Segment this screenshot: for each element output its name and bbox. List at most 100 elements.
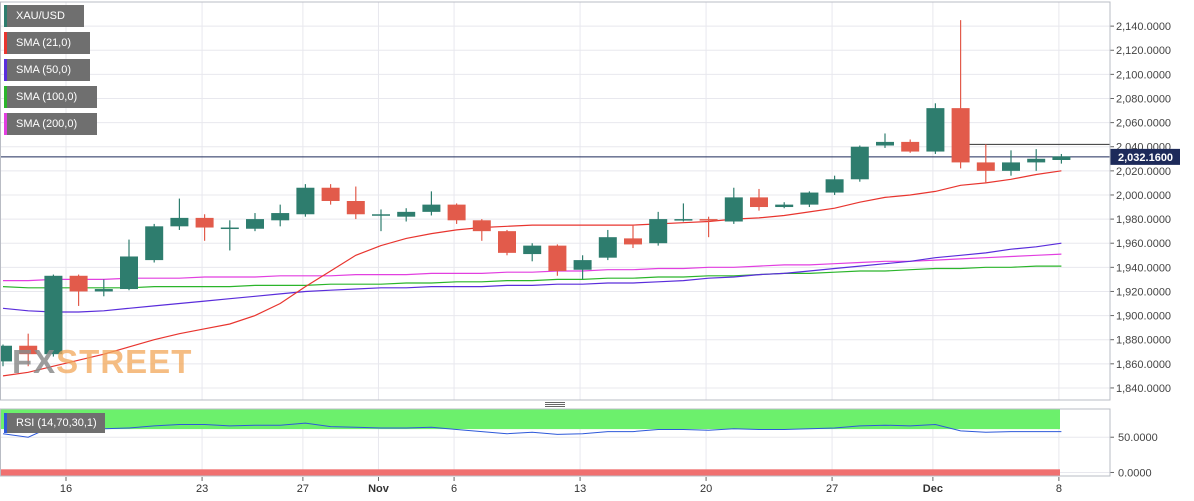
x-tick-label: 13 bbox=[574, 483, 586, 495]
sma-100-line bbox=[2, 265, 1062, 289]
legend-sma-21-label: SMA (21,0) bbox=[16, 37, 72, 49]
candle-body bbox=[573, 260, 592, 270]
candle-body bbox=[699, 219, 718, 221]
candle-body bbox=[523, 245, 542, 255]
candle-body bbox=[951, 108, 970, 163]
y-tick-label: 2,120.0000 bbox=[1116, 45, 1171, 57]
candle-body bbox=[447, 204, 466, 221]
y-tick-label: 1,860.0000 bbox=[1116, 359, 1171, 371]
sma-50-line bbox=[2, 242, 1062, 313]
candle-body bbox=[498, 231, 516, 253]
y-tick-label: 2,020.0000 bbox=[1116, 166, 1171, 178]
sma-21-swatch bbox=[4, 32, 7, 54]
candle-body bbox=[674, 219, 693, 221]
candle-body bbox=[0, 345, 12, 362]
x-tick-label: 23 bbox=[196, 483, 208, 495]
rsi-swatch bbox=[4, 413, 7, 433]
symbol-label: XAU/USD bbox=[16, 10, 65, 22]
candle-body bbox=[724, 197, 743, 222]
candle-body bbox=[825, 179, 844, 193]
y-tick-label: 2,060.0000 bbox=[1116, 118, 1171, 130]
sma-200-swatch bbox=[4, 113, 7, 135]
candle-body bbox=[220, 227, 239, 230]
candle-body bbox=[901, 141, 920, 152]
candle-body bbox=[246, 219, 264, 229]
y-tick-label: 1,900.0000 bbox=[1116, 311, 1171, 323]
candle-body bbox=[850, 146, 869, 180]
x-tick-label: 6 bbox=[451, 483, 457, 495]
x-tick-label: 27 bbox=[826, 483, 838, 495]
y-tick-label: 2,100.0000 bbox=[1116, 69, 1171, 81]
rsi-legend-label: RSI (14,70,30,1) bbox=[16, 417, 97, 429]
candle-body bbox=[145, 226, 164, 261]
candle-body bbox=[800, 192, 819, 205]
rsi-oversold-zone bbox=[0, 469, 1060, 476]
candle-body bbox=[1002, 162, 1020, 171]
y-tick-label: 1,840.0000 bbox=[1116, 383, 1171, 395]
price-pane-frame bbox=[0, 1, 1111, 401]
y-tick-label: 1,960.0000 bbox=[1116, 238, 1171, 250]
price-grid bbox=[0, 2, 1110, 400]
candle-body bbox=[649, 219, 668, 244]
legend-sma-21[interactable]: SMA (21,0) bbox=[4, 32, 90, 54]
candle-body bbox=[397, 211, 416, 217]
candle-body bbox=[94, 289, 113, 292]
rsi-zones bbox=[0, 409, 1060, 476]
rsi-y-tick-label: 50.0000 bbox=[1118, 432, 1158, 444]
pane-resize-handle[interactable] bbox=[545, 402, 565, 408]
candle-body bbox=[598, 237, 617, 258]
sma-lines bbox=[0, 143, 1110, 377]
candle-body bbox=[750, 197, 768, 208]
candle-body bbox=[472, 220, 491, 232]
rsi-overbought-zone bbox=[0, 409, 1060, 430]
candle-body bbox=[548, 245, 567, 271]
candle-body bbox=[1027, 158, 1046, 163]
watermark-fx: FX bbox=[12, 343, 57, 380]
pane-frames bbox=[0, 1, 1111, 477]
sma-21-line bbox=[2, 170, 1062, 377]
legend-sma-50[interactable]: SMA (50,0) bbox=[4, 59, 90, 81]
rsi-line-group bbox=[2, 422, 1062, 438]
sma-200-line bbox=[3, 253, 1062, 282]
fxstreet-watermark-logo: FXSTREET bbox=[12, 343, 192, 381]
candle-body bbox=[775, 204, 794, 208]
candle-body bbox=[19, 345, 38, 355]
y-tick-label: 2,140.0000 bbox=[1116, 21, 1171, 33]
rsi-legend[interactable]: RSI (14,70,30,1) bbox=[4, 413, 105, 433]
x-tick-label: Dec bbox=[923, 483, 943, 495]
sma-100-swatch bbox=[4, 86, 7, 108]
symbol-legend[interactable]: XAU/USD bbox=[4, 5, 84, 27]
candle-body bbox=[271, 213, 290, 221]
candle-body bbox=[422, 204, 441, 212]
candle-body bbox=[321, 187, 340, 201]
legend-sma-100[interactable]: SMA (100,0) bbox=[4, 86, 97, 108]
candle-body bbox=[1052, 156, 1071, 160]
y-tick-label: 2,000.0000 bbox=[1116, 190, 1171, 202]
last-price-label: 2,032.1600 bbox=[1118, 152, 1173, 164]
legend-sma-200[interactable]: SMA (200,0) bbox=[4, 113, 97, 135]
legend-sma-100-label: SMA (100,0) bbox=[16, 91, 78, 103]
candle-body bbox=[296, 187, 315, 215]
candle-body bbox=[195, 217, 214, 228]
candle-body bbox=[876, 141, 894, 146]
axis-labels: 1,840.0000 1,860.0000 1,880.0000 1,900.0000… bbox=[60, 21, 1180, 495]
y-tick-label: 1,920.0000 bbox=[1116, 286, 1171, 298]
legend-sma-50-label: SMA (50,0) bbox=[16, 64, 72, 76]
rsi-y-tick-label: 0.0000 bbox=[1118, 467, 1152, 479]
rsi-line bbox=[2, 422, 1062, 438]
x-tick-label: 20 bbox=[700, 483, 712, 495]
candle-body bbox=[170, 217, 189, 227]
candle-body bbox=[44, 275, 63, 355]
x-tick-label: 16 bbox=[60, 483, 72, 495]
candle-body bbox=[346, 201, 365, 215]
rsi-pane-frame bbox=[0, 408, 1111, 477]
x-tick-label: Nov bbox=[368, 483, 390, 495]
y-tick-label: 1,880.0000 bbox=[1116, 335, 1171, 347]
sma-50-swatch bbox=[4, 59, 7, 81]
candle-body bbox=[69, 275, 88, 292]
candle-body bbox=[976, 162, 995, 171]
candlesticks bbox=[0, 20, 1071, 367]
watermark-street: STREET bbox=[56, 343, 193, 380]
symbol-swatch bbox=[4, 5, 7, 27]
